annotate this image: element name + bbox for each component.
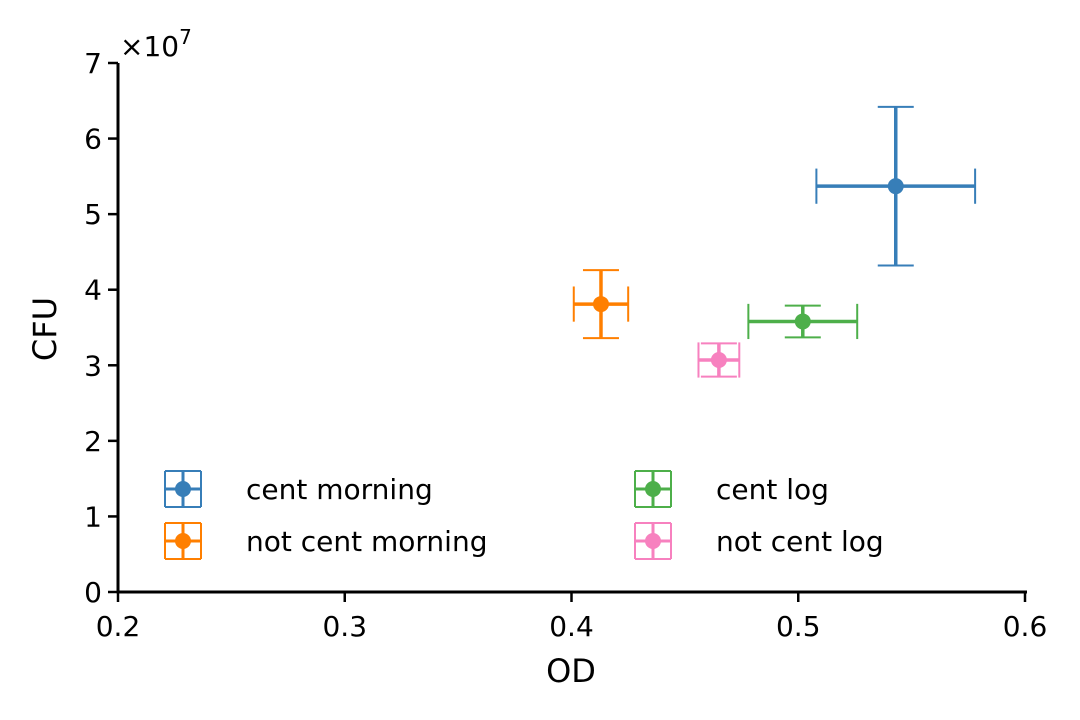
legend-marker: [645, 533, 661, 549]
legend-item: cent morning: [164, 470, 433, 508]
data-point: [887, 178, 904, 195]
axes: 0.2 0.3 0.4 0.5 0.6 0 1 2 3 4 5 6 7: [84, 47, 1047, 643]
errorbar-point: [747, 303, 859, 340]
x-axis-title: OD: [546, 652, 596, 690]
plot-area: [572, 105, 977, 378]
y-tick-label: 6: [84, 123, 102, 156]
x-tick-label: 0.6: [1003, 610, 1048, 643]
legend-label: cent log: [716, 473, 829, 506]
legend-item: cent log: [634, 470, 829, 508]
legend-label: cent morning: [246, 473, 433, 506]
data-point: [710, 351, 727, 368]
data-point: [592, 296, 609, 313]
y-tick-label: 4: [84, 274, 102, 307]
data-point: [794, 313, 811, 330]
legend: cent morning not cent morning cent log not …: [164, 470, 884, 560]
y-tick-label: 7: [84, 47, 102, 80]
errorbar-point: [815, 105, 977, 267]
y-tick-label: 5: [84, 198, 102, 231]
legend-item: not cent morning: [164, 522, 487, 560]
legend-marker: [175, 533, 191, 549]
legend-label: not cent log: [716, 525, 884, 558]
x-tick-label: 0.3: [322, 610, 367, 643]
legend-marker: [175, 481, 191, 497]
x-tick-label: 0.2: [96, 610, 141, 643]
errorbar-point: [572, 269, 630, 340]
legend-marker: [645, 481, 661, 497]
x-tick-label: 0.5: [776, 610, 821, 643]
y-tick-label: 2: [84, 425, 102, 458]
x-tick-label: 0.4: [549, 610, 594, 643]
y-tick-label: 0: [84, 576, 102, 609]
errorbar-point: [697, 342, 741, 378]
y-tick-label: 3: [84, 349, 102, 382]
y-tick-label: 1: [84, 500, 102, 533]
y-axis-title: CFU: [26, 297, 64, 361]
y-offset-label: ×107: [120, 25, 192, 63]
legend-label: not cent morning: [246, 525, 487, 558]
legend-item: not cent log: [634, 522, 884, 560]
